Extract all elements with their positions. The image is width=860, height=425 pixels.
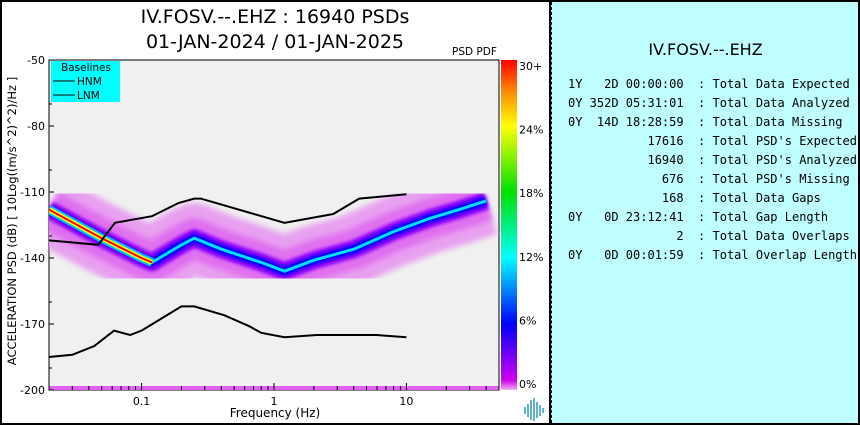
stat-value: 0Y 14D 18:28:59 [568, 115, 684, 129]
stat-label: : Total PSD's Expected [683, 134, 857, 148]
y-tick-label: -170 [20, 318, 45, 331]
x-tick-label: 1 [271, 395, 278, 408]
colorbar-tick-label: 18% [519, 187, 543, 200]
stat-row: 168 : Total Data Gaps [568, 191, 821, 205]
colorbar-tick-label: 0% [519, 378, 536, 391]
pdf-hot-band-core [49, 208, 153, 264]
chart-subtitle: 01-JAN-2024 / 01-JAN-2025 [145, 31, 405, 53]
stat-row: 17616 : Total PSD's Expected [568, 134, 857, 148]
stat-value: 676 [568, 172, 684, 186]
stat-row: 2 : Total Data Overlaps [568, 229, 850, 243]
stat-value: 17616 [568, 134, 684, 148]
legend-hnm-label: HNM [77, 76, 102, 88]
stat-row: 0Y 0D 23:12:41 : Total Gap Length [568, 210, 828, 224]
stat-label: : Total Data Gaps [683, 191, 821, 205]
y-tick-label: -110 [20, 186, 45, 199]
stat-label: : Total Data Overlaps [683, 229, 850, 243]
stat-row: 0Y 352D 05:31:01 : Total Data Analyzed [568, 96, 850, 110]
psd-chart: -50 -80 -110 -140 -170 -200 0.1 1 10 30+ 24% 18% 12… [20, 54, 543, 408]
stat-label: : Total Data Analyzed [683, 96, 850, 110]
stat-label: : Total PSD's Missing [683, 172, 850, 186]
stat-row: 0Y 14D 18:28:59 : Total Data Missing [568, 115, 843, 129]
baselines-legend: Baselines HNM LNM [51, 61, 120, 102]
y-axis-label: ACCELERATION PSD (dB) [ 10Log((m/s^2)^2)… [5, 76, 19, 366]
waveform-logo-icon [524, 398, 544, 421]
stat-label: : Total Gap Length [683, 210, 829, 224]
y-tick-label: -80 [27, 120, 45, 133]
x-tick-label: 0.1 [133, 395, 151, 408]
chart-title: IV.FOSV.--.EHZ : 16940 PSDs [140, 6, 410, 28]
colorbar-tick-label: 12% [519, 251, 543, 264]
stat-label: : Total Overlap Length [683, 248, 857, 262]
stat-value: 16940 [568, 153, 684, 167]
colorbar-title: PSD PDF [452, 46, 497, 58]
stat-row: 1Y 2D 00:00:00 : Total Data Expected [568, 77, 850, 91]
pdf-cloud [49, 167, 499, 390]
stat-value: 0Y 352D 05:31:01 [568, 96, 684, 110]
stat-row: 676 : Total PSD's Missing [568, 172, 850, 186]
stat-value: 0Y 0D 00:01:59 [568, 248, 684, 262]
stat-label: : Total Data Expected [683, 77, 850, 91]
hnm-baseline-line [49, 193, 407, 246]
y-tick-label: -50 [27, 54, 45, 67]
y-tick-label: -140 [20, 252, 45, 265]
stat-value: 0Y 0D 23:12:41 [568, 210, 684, 224]
stat-value: 168 [568, 191, 684, 205]
stat-row: 16940 : Total PSD's Analyzed [568, 153, 857, 167]
stat-row: 0Y 0D 00:01:59 : Total Overlap Length [568, 248, 857, 262]
y-tick-label: -200 [20, 384, 45, 397]
stats-panel: IV.FOSV.--.EHZ 1Y 2D 00:00:00 : Total Da… [551, 2, 858, 423]
colorbar-tick-label: 6% [519, 314, 536, 327]
stat-label: : Total PSD's Analyzed [683, 153, 857, 167]
legend-lnm-label: LNM [77, 90, 100, 102]
station-name: IV.FOSV.--.EHZ [648, 40, 763, 59]
stat-value: 1Y 2D 00:00:00 [568, 77, 684, 91]
colorbar-tick-label: 30+ [519, 60, 542, 73]
x-axis-label: Frequency (Hz) [229, 406, 321, 420]
colorbar-tick-label: 24% [519, 124, 543, 137]
stat-value: 2 [568, 229, 684, 243]
lnm-baseline-line [49, 305, 407, 358]
x-tick-label: 10 [399, 395, 413, 408]
legend-title: Baselines [61, 62, 111, 74]
stat-label: : Total Data Missing [683, 115, 843, 129]
colorbar [501, 60, 517, 390]
